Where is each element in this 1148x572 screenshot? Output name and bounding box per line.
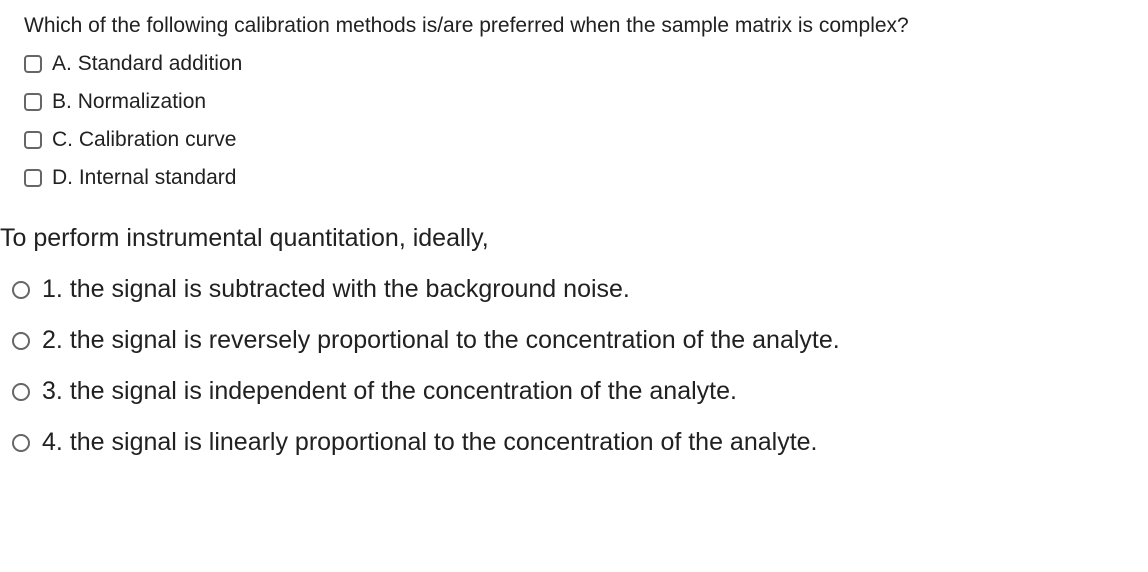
option-b-letter: B. xyxy=(52,90,72,113)
option-c-letter: C. xyxy=(52,128,73,151)
option-3-text: the signal is independent of the concent… xyxy=(70,377,737,405)
option-b-label: B. Normalization xyxy=(52,90,206,114)
option-3-num: 3. xyxy=(42,377,63,405)
radio-1[interactable] xyxy=(12,281,30,299)
radio-2[interactable] xyxy=(12,332,30,350)
option-2-text: the signal is reversely proportional to … xyxy=(70,326,840,354)
option-1-num: 1. xyxy=(42,275,63,303)
option-1-row[interactable]: 1. the signal is subtracted with the bac… xyxy=(0,275,1136,304)
option-4-row[interactable]: 4. the signal is linearly proportional t… xyxy=(0,428,1136,457)
checkbox-c[interactable] xyxy=(24,131,42,149)
question-2: To perform instrumental quantitation, id… xyxy=(0,224,1136,457)
option-1-text: the signal is subtracted with the backgr… xyxy=(70,275,630,303)
option-a-label: A. Standard addition xyxy=(52,52,242,76)
option-c-text: Calibration curve xyxy=(79,128,237,151)
option-a-text: Standard addition xyxy=(78,52,243,75)
question-1: Which of the following calibration metho… xyxy=(0,14,1136,190)
quiz-page: Which of the following calibration metho… xyxy=(0,0,1148,457)
option-2-row[interactable]: 2. the signal is reversely proportional … xyxy=(0,326,1136,355)
option-2-label: 2. the signal is reversely proportional … xyxy=(42,326,840,355)
checkbox-d[interactable] xyxy=(24,169,42,187)
option-2-num: 2. xyxy=(42,326,63,354)
option-c-label: C. Calibration curve xyxy=(52,128,236,152)
question-2-stem: To perform instrumental quantitation, id… xyxy=(0,224,1136,253)
option-1-label: 1. the signal is subtracted with the bac… xyxy=(42,275,630,304)
option-3-label: 3. the signal is independent of the conc… xyxy=(42,377,737,406)
option-4-text: the signal is linearly proportional to t… xyxy=(70,428,818,456)
option-b-row[interactable]: B. Normalization xyxy=(24,90,1136,114)
option-d-label: D. Internal standard xyxy=(52,166,236,190)
checkbox-a[interactable] xyxy=(24,55,42,73)
option-4-label: 4. the signal is linearly proportional t… xyxy=(42,428,818,457)
option-d-text: Internal standard xyxy=(79,166,237,189)
checkbox-b[interactable] xyxy=(24,93,42,111)
option-a-letter: A. xyxy=(52,52,72,75)
option-d-letter: D. xyxy=(52,166,73,189)
radio-4[interactable] xyxy=(12,434,30,452)
radio-3[interactable] xyxy=(12,383,30,401)
option-4-num: 4. xyxy=(42,428,63,456)
option-b-text: Normalization xyxy=(78,90,206,113)
option-d-row[interactable]: D. Internal standard xyxy=(24,166,1136,190)
option-c-row[interactable]: C. Calibration curve xyxy=(24,128,1136,152)
option-3-row[interactable]: 3. the signal is independent of the conc… xyxy=(0,377,1136,406)
option-a-row[interactable]: A. Standard addition xyxy=(24,52,1136,76)
question-1-stem: Which of the following calibration metho… xyxy=(24,14,1136,38)
